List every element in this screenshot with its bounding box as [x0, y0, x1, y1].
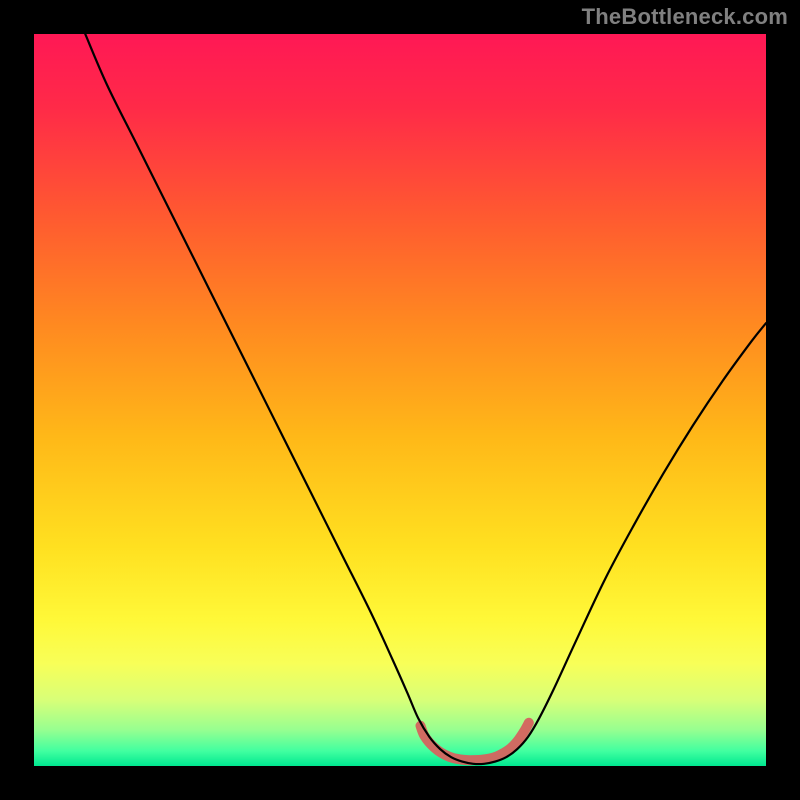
figure-canvas: TheBottleneck.com	[0, 0, 800, 800]
chart-svg	[0, 0, 800, 800]
watermark-text: TheBottleneck.com	[582, 4, 788, 30]
plot-background	[34, 34, 766, 766]
